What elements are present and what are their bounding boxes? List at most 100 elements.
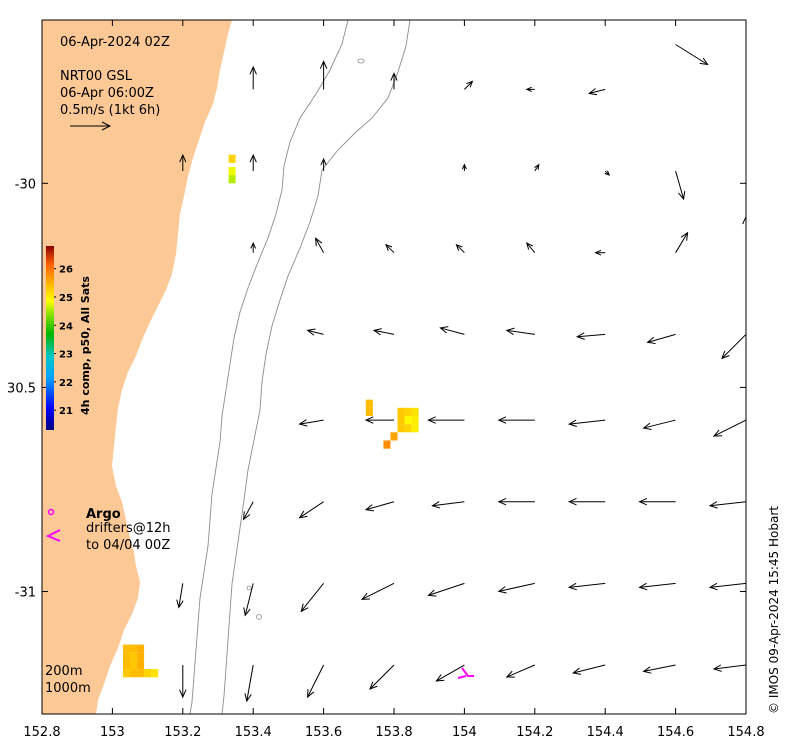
current-vector bbox=[675, 231, 689, 253]
sst-pixel bbox=[137, 644, 145, 653]
sst-pixel bbox=[397, 424, 405, 433]
x-tick-label: 153.4 bbox=[235, 725, 272, 740]
current-vector bbox=[638, 582, 676, 591]
current-vector bbox=[464, 80, 474, 90]
colorbar-tick-label: 25 bbox=[59, 293, 73, 304]
sst-pixel bbox=[228, 166, 236, 176]
current-vector bbox=[567, 419, 606, 427]
current-vectors bbox=[176, 44, 746, 703]
sst-pixel bbox=[404, 415, 412, 425]
sst-pixel bbox=[137, 660, 145, 670]
current-vector bbox=[461, 163, 467, 172]
sst-pixel bbox=[411, 424, 419, 433]
sst-pixel bbox=[365, 399, 373, 408]
x-tick-label: 153.8 bbox=[375, 725, 412, 740]
sst-pixel bbox=[122, 660, 130, 670]
x-tick-label: 154.8 bbox=[727, 725, 764, 740]
current-vector bbox=[306, 328, 324, 336]
current-vector bbox=[176, 583, 184, 609]
sst-pixel bbox=[404, 407, 412, 416]
scale-arrow bbox=[70, 121, 112, 131]
current-vector bbox=[298, 501, 324, 519]
axis-ticks: 152.8 153 153.2 153.4 153.6 153.8 154 154.2 154.… bbox=[7, 20, 765, 740]
current-vector bbox=[307, 664, 325, 699]
current-vector bbox=[435, 664, 465, 682]
y-tick-label: 30.5 bbox=[7, 381, 36, 396]
drifters-label: drifters@12h bbox=[86, 521, 171, 536]
sst-pixel bbox=[411, 415, 419, 425]
sst-pixel bbox=[122, 644, 130, 653]
drifters-date-label: to 04/04 00Z bbox=[86, 538, 170, 553]
current-vector bbox=[642, 419, 676, 430]
argo-label: Argo bbox=[86, 507, 121, 522]
colorbar-tick-label: 26 bbox=[59, 265, 73, 276]
current-vector bbox=[250, 241, 257, 253]
current-vector bbox=[427, 582, 465, 597]
contour-200m bbox=[221, 20, 411, 714]
colorbar-tick-label: 23 bbox=[59, 350, 73, 361]
sst-pixel bbox=[397, 415, 405, 425]
x-tick-label: 154 bbox=[452, 725, 477, 740]
current-vector bbox=[745, 89, 746, 91]
current-vector bbox=[364, 501, 395, 512]
sst-pixel bbox=[130, 652, 138, 661]
x-tick-label: 154.4 bbox=[587, 725, 624, 740]
sst-colorbar: 26 25 24 23 22 21 4h comp, p50, All Sats bbox=[46, 246, 92, 430]
current-vector bbox=[364, 416, 394, 424]
current-vector bbox=[390, 72, 398, 90]
current-vector bbox=[675, 44, 709, 66]
current-vector bbox=[567, 497, 606, 506]
current-vector bbox=[431, 501, 465, 509]
sst-pixel bbox=[390, 432, 398, 441]
drifter-legend-icon bbox=[45, 529, 61, 542]
argo-marker bbox=[47, 508, 55, 516]
current-vector bbox=[721, 333, 746, 360]
current-vector bbox=[179, 665, 187, 699]
x-tick-label: 153.6 bbox=[305, 725, 342, 740]
sst-pixel bbox=[130, 644, 138, 653]
date-label: 06-Apr-2024 02Z bbox=[60, 35, 170, 50]
sst-pixel bbox=[383, 440, 391, 449]
current-vector bbox=[249, 153, 257, 172]
current-vector bbox=[385, 243, 395, 254]
current-vector bbox=[455, 243, 465, 254]
contour-seamount bbox=[246, 585, 252, 591]
current-vector bbox=[243, 583, 254, 617]
current-vector bbox=[575, 332, 606, 340]
current-vector bbox=[439, 326, 465, 335]
x-tick-label: 154.6 bbox=[657, 725, 694, 740]
y-tick-label: -31 bbox=[15, 586, 36, 601]
contour-seamount bbox=[357, 58, 365, 64]
current-vector bbox=[244, 664, 254, 703]
current-vector bbox=[642, 664, 676, 674]
current-vector bbox=[505, 664, 535, 678]
contour-1000m bbox=[189, 20, 349, 714]
sst-pixel bbox=[130, 660, 138, 670]
x-tick-label: 154.2 bbox=[516, 725, 553, 740]
current-vector bbox=[745, 44, 746, 46]
sst-pixel bbox=[365, 407, 373, 416]
colorbar-title: 4h comp, p50, All Sats bbox=[79, 276, 92, 415]
current-vector bbox=[360, 582, 395, 600]
product-time-label: 06-Apr 06:00Z bbox=[60, 86, 154, 101]
current-vector bbox=[742, 215, 746, 253]
current-vector bbox=[708, 501, 746, 509]
contour-seamount bbox=[256, 614, 262, 620]
drifter-track bbox=[457, 667, 474, 679]
sst-pixel bbox=[228, 154, 236, 163]
current-vector bbox=[604, 170, 611, 176]
current-vector bbox=[712, 419, 746, 437]
credit-label: © IMOS 09-Apr-2024 15:45 Hobart bbox=[767, 506, 781, 714]
current-vector bbox=[534, 163, 540, 172]
contour-1000-label: 1000m bbox=[45, 681, 91, 696]
sst-pixel bbox=[122, 652, 130, 661]
land-mass bbox=[42, 20, 232, 714]
current-vector bbox=[567, 582, 606, 591]
sst-pixel bbox=[411, 407, 419, 416]
current-vector bbox=[594, 249, 606, 256]
sst-pixel bbox=[137, 669, 145, 678]
x-tick-label: 152.8 bbox=[23, 725, 60, 740]
product-label: NRT00 GSL bbox=[60, 69, 133, 84]
current-vector bbox=[179, 153, 187, 172]
current-vector bbox=[497, 497, 535, 506]
